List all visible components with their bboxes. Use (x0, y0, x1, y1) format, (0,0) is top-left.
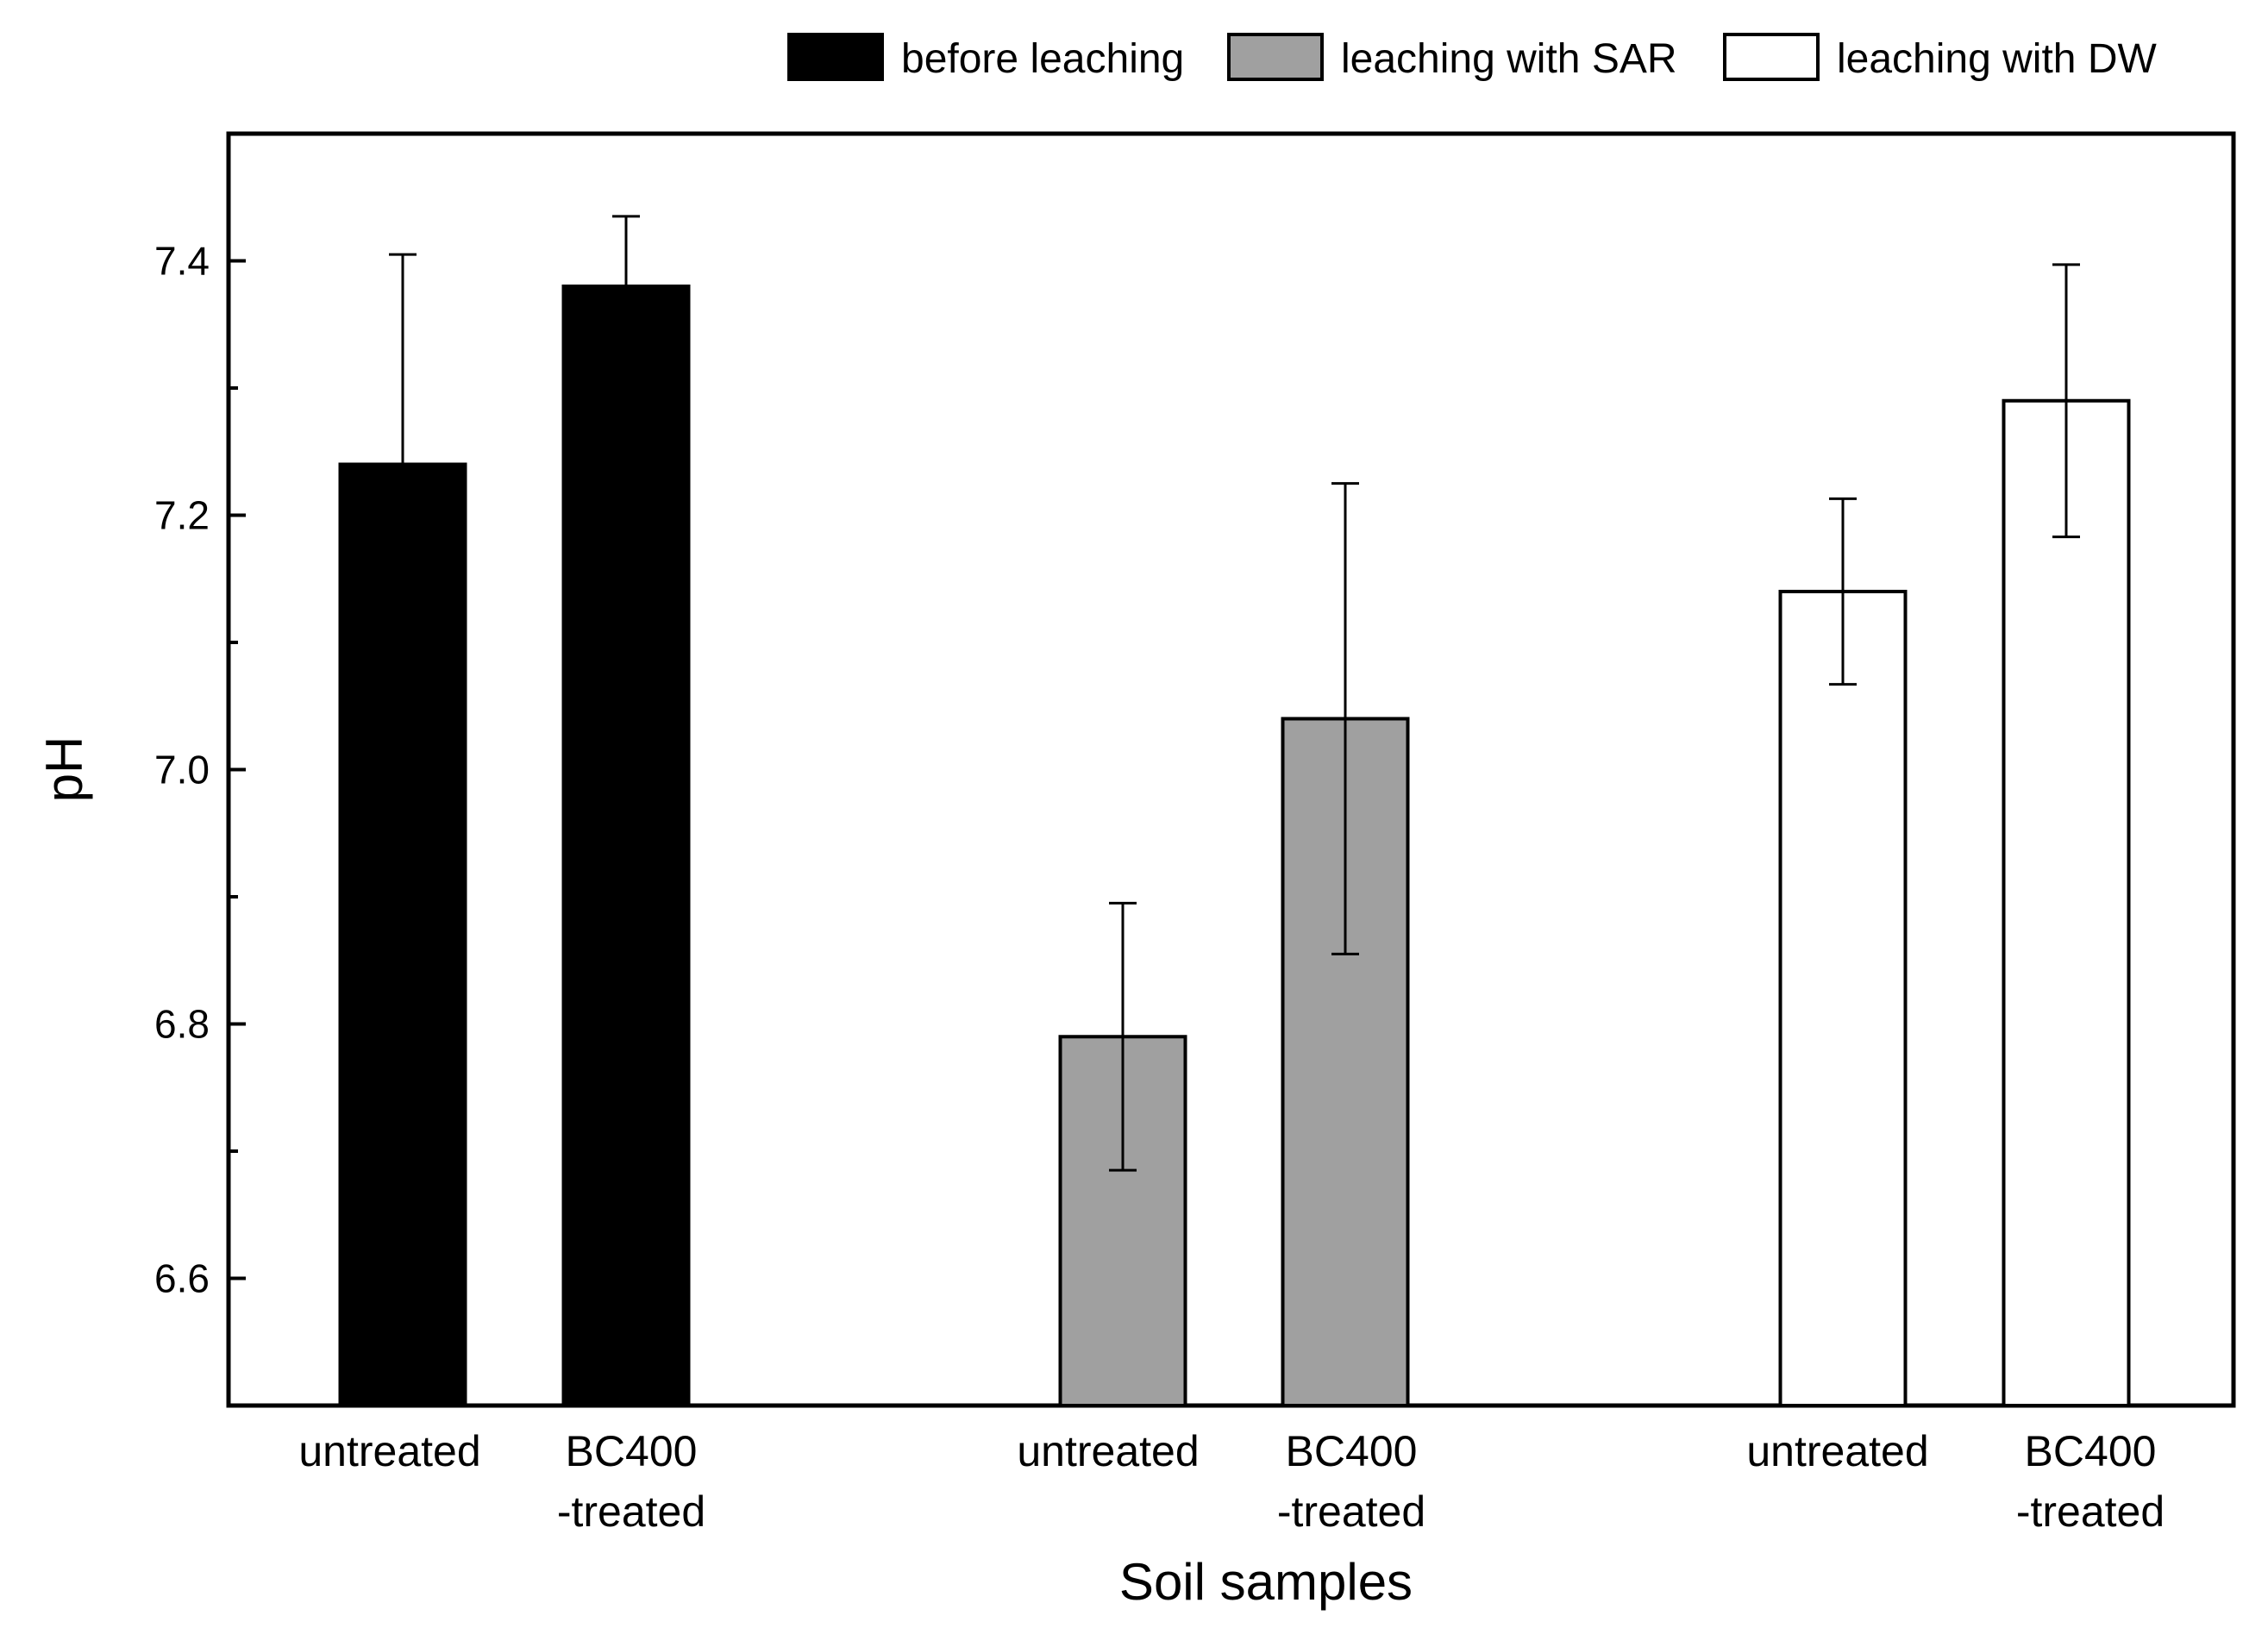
y-axis-title: pH (35, 736, 93, 803)
bar (2002, 398, 2131, 1407)
x-axis-title: Soil samples (1119, 1553, 1413, 1611)
category-label: BC400 (1286, 1427, 1418, 1475)
legend: before leaching leaching with SAR leaching… (787, 33, 2158, 82)
category-label: untreated (1746, 1427, 1928, 1475)
category-label: untreated (1017, 1427, 1199, 1475)
legend-swatch (1723, 33, 1820, 81)
y-axis: 6.6 6.8 7.0 7.2 7.4 (154, 239, 246, 1301)
bars-layer (338, 285, 2131, 1407)
legend-swatch (1227, 33, 1324, 81)
category-labels: untreated BC400 -treated untreated BC400 -tre… (298, 1427, 2165, 1536)
category-label-line2: -treated (557, 1487, 705, 1536)
category-label: untreated (298, 1427, 480, 1475)
bar (561, 285, 691, 1407)
y-tick-label: 7.0 (154, 748, 210, 792)
y-tick-label: 7.2 (154, 493, 210, 538)
category-label-line2: -treated (2016, 1487, 2165, 1536)
category-label-line2: -treated (1277, 1487, 1425, 1536)
legend-label: leaching with SAR (1341, 36, 1677, 82)
y-tick-label: 7.4 (154, 239, 210, 284)
legend-swatch (787, 33, 884, 81)
plot-frame (226, 131, 2236, 1408)
error-bars-layer (389, 215, 2080, 1172)
legend-label: leaching with DW (1837, 36, 2158, 82)
y-tick-label: 6.6 (154, 1256, 210, 1301)
legend-label: before leaching (901, 36, 1184, 82)
category-label: BC400 (2025, 1427, 2157, 1475)
category-label: BC400 (566, 1427, 698, 1475)
bar (1778, 590, 1908, 1407)
y-tick-label: 6.8 (154, 1002, 210, 1047)
